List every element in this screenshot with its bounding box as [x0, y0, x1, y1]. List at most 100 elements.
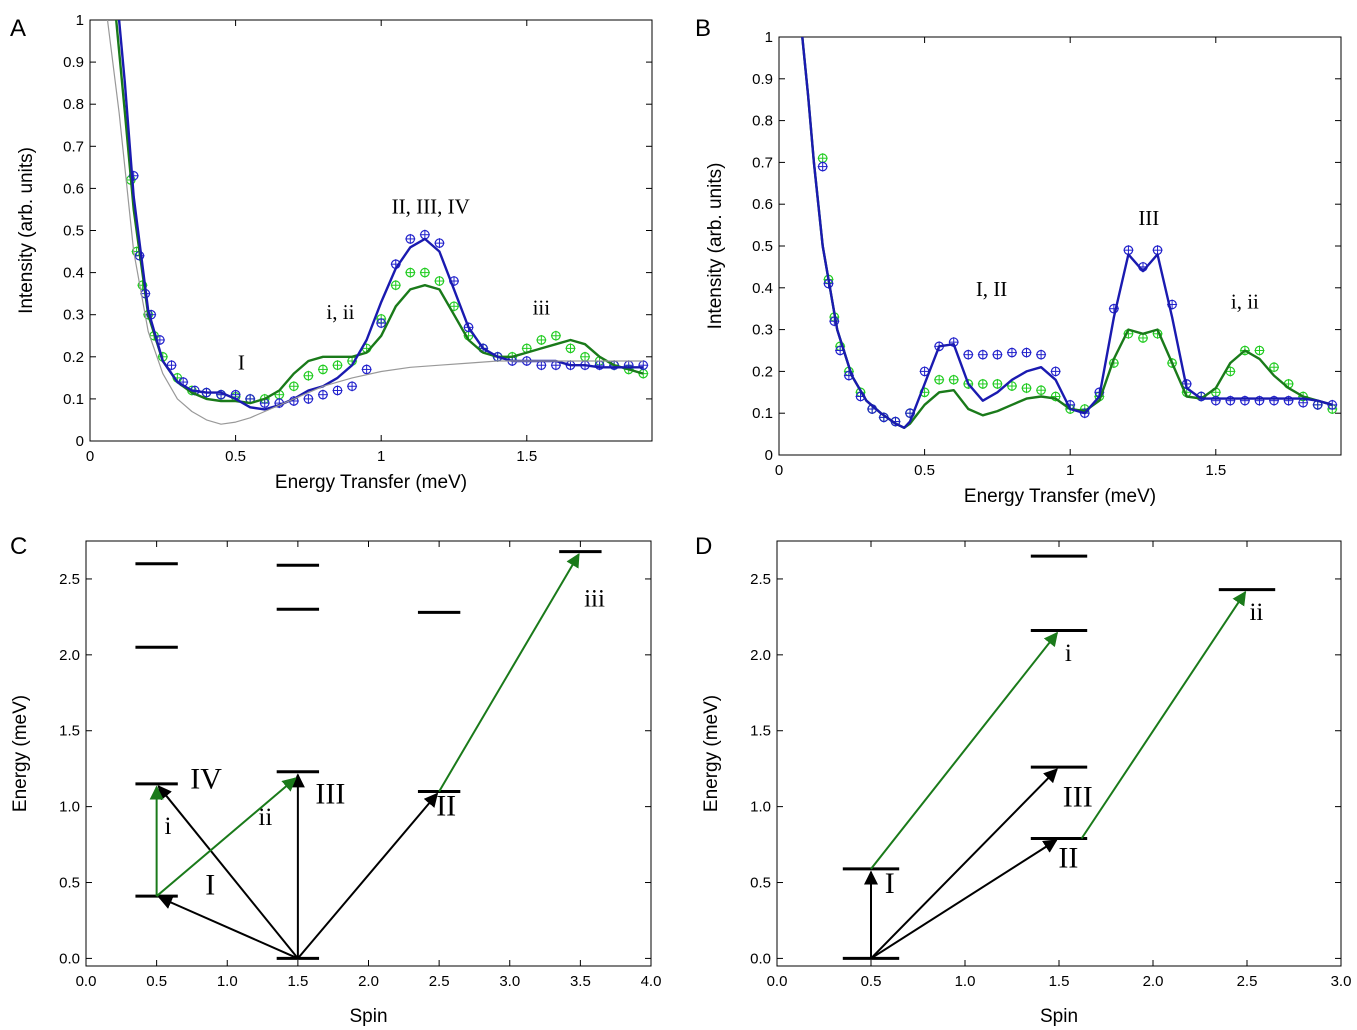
- x-tick-label: 1.5: [1049, 973, 1070, 990]
- y-tick-label: 0.7: [752, 154, 773, 171]
- x-tick-label: 0.0: [767, 973, 788, 990]
- data-point: [1283, 395, 1294, 406]
- annotation-label: I: [885, 867, 895, 900]
- transition-arrow: [870, 768, 1058, 960]
- y-axis-label: Energy (meV): [701, 695, 722, 812]
- x-tick-label: 2.0: [358, 973, 379, 990]
- annotation-label: i, ii: [326, 300, 354, 324]
- plot-area: [106, 20, 649, 425]
- data-point: [594, 360, 605, 371]
- y-tick-label: 0.6: [63, 180, 84, 197]
- annotation-label: iii: [533, 296, 551, 320]
- data-point: [1050, 366, 1061, 377]
- data-point: [419, 267, 430, 278]
- data-point: [1239, 395, 1250, 406]
- y-tick-label: 0: [765, 447, 773, 464]
- x-axis-label: Energy Transfer (meV): [275, 472, 467, 493]
- data-point: [361, 364, 372, 375]
- x-tick-label: 1.0: [217, 973, 238, 990]
- annotation-label: ii: [1249, 599, 1263, 626]
- annotation-label: III: [1138, 206, 1159, 230]
- x-tick-label: 3.0: [499, 973, 520, 990]
- x-tick-label: 0.0: [76, 973, 97, 990]
- annotation-label: I: [238, 350, 245, 374]
- data-point: [317, 364, 328, 375]
- x-axis-label: Spin: [349, 1006, 387, 1027]
- annotation-label: III: [315, 778, 345, 811]
- x-tick-label: 3.5: [570, 973, 591, 990]
- y-tick-label: 0.2: [63, 349, 84, 366]
- y-tick-label: 1: [76, 12, 84, 29]
- x-tick-label: 1: [377, 448, 385, 465]
- data-point: [977, 349, 988, 360]
- data-point: [1036, 385, 1047, 396]
- x-tick-label: 0.5: [146, 973, 167, 990]
- x-tick-label: 1.5: [287, 973, 308, 990]
- data-point: [288, 381, 299, 392]
- y-tick-label: 0: [76, 433, 84, 450]
- annotation-label: iii: [584, 585, 605, 612]
- annotation-label: ii: [258, 804, 272, 831]
- data-point: [948, 374, 959, 385]
- x-tick-label: 3.0: [1331, 973, 1352, 990]
- annotation-label: i, ii: [1231, 290, 1259, 314]
- y-axis-label: Intensity (arb. units): [705, 163, 726, 330]
- panel-letter-a: A: [10, 15, 26, 42]
- y-tick-label: 2.5: [59, 571, 80, 588]
- annotation-label: I: [205, 869, 215, 902]
- y-tick-label: 0.5: [63, 223, 84, 240]
- y-tick-label: 1: [765, 29, 773, 46]
- x-tick-label: 1.0: [955, 973, 976, 990]
- y-axis-label: Energy (meV): [10, 695, 31, 812]
- data-point: [1210, 395, 1221, 406]
- panel-a: 0 0.5 1 1.5 0 0.1 0.2 0.3 0.4 0.5 0.6 0.7 0.8 0.9 1 Ene…: [16, 12, 653, 493]
- data-point: [1269, 362, 1280, 373]
- y-tick-label: 2.0: [750, 647, 771, 664]
- y-axis-label: Intensity (arb. units): [16, 147, 37, 314]
- x-tick-label: 0: [86, 448, 94, 465]
- data-point: [376, 318, 387, 329]
- panel-letter-d: D: [695, 533, 712, 560]
- transition-arrow: [438, 553, 580, 792]
- annotation-label: II: [436, 790, 456, 823]
- transition-arrow: [155, 777, 297, 897]
- x-tick-label: 2.5: [1237, 973, 1258, 990]
- annotation-label: II, III, IV: [392, 195, 470, 219]
- transition-arrow: [297, 792, 439, 960]
- data-point: [405, 267, 416, 278]
- plot-area: [801, 37, 1338, 429]
- annotation-label: I, II: [976, 277, 1007, 301]
- annotation-label: i: [1065, 640, 1072, 667]
- data-point: [1225, 395, 1236, 406]
- y-tick-label: 0.8: [752, 113, 773, 130]
- x-tick-label: 1.5: [1205, 462, 1226, 479]
- data-point: [390, 280, 401, 291]
- data-point: [332, 360, 343, 371]
- data-point: [1254, 345, 1265, 356]
- transition-arrow: [1080, 590, 1247, 840]
- data-point: [550, 330, 561, 341]
- series-line-3: [117, 20, 644, 411]
- y-tick-label: 0.1: [752, 405, 773, 422]
- annotation-label: II: [1058, 841, 1078, 874]
- y-tick-label: 0.8: [63, 96, 84, 113]
- data-point: [1269, 395, 1280, 406]
- panel-letter-b: B: [695, 15, 711, 42]
- data-point: [817, 161, 828, 172]
- panel-d: 0.0 0.5 1.0 1.5 2.0 2.5 3.0 0.0 0.5 1.0 1.5 2.0 2.5 S…: [701, 540, 1352, 1027]
- y-tick-label: 2.5: [750, 571, 771, 588]
- transition-arrow: [870, 631, 1059, 870]
- transition-arrow: [870, 839, 1058, 960]
- x-tick-label: 0: [775, 462, 783, 479]
- y-tick-label: 1.5: [59, 723, 80, 740]
- y-tick-label: 0.1: [63, 391, 84, 408]
- data-point: [1254, 395, 1265, 406]
- data-point: [992, 349, 1003, 360]
- x-axis-label: Spin: [1040, 1006, 1078, 1027]
- y-tick-label: 1.5: [750, 723, 771, 740]
- data-point: [1036, 349, 1047, 360]
- y-tick-label: 0.9: [63, 54, 84, 71]
- x-tick-label: 2.5: [429, 973, 450, 990]
- data-point: [1006, 381, 1017, 392]
- x-tick-label: 0.5: [914, 462, 935, 479]
